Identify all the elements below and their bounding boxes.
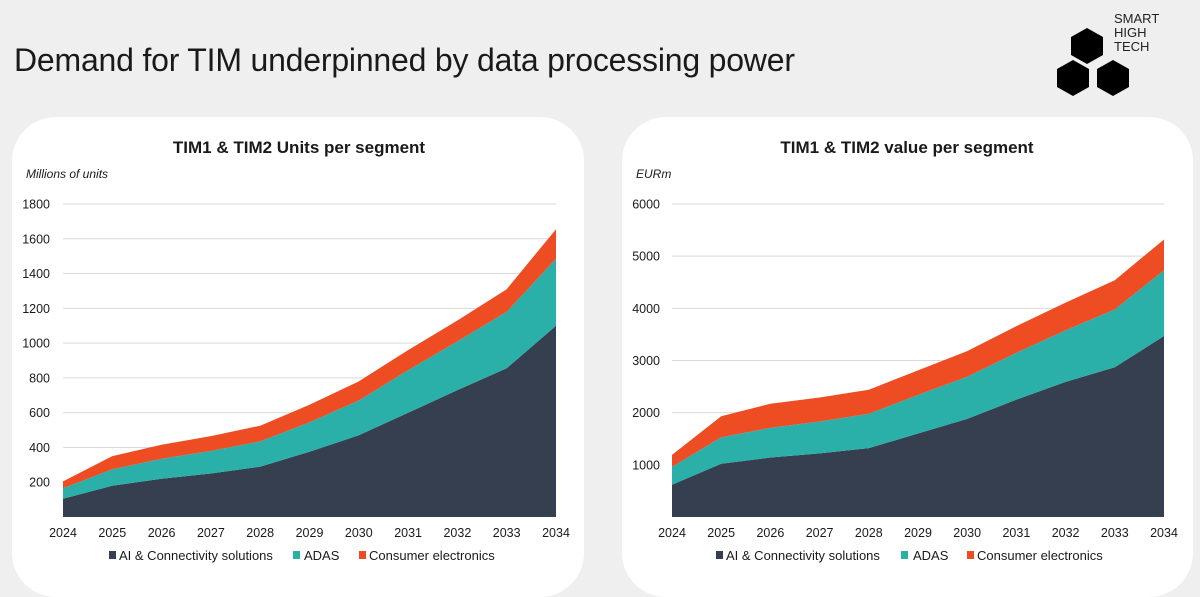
x-tick-label: 2033 xyxy=(1101,526,1129,540)
x-tick-label: 2028 xyxy=(855,526,883,540)
y-tick-label: 1400 xyxy=(22,267,50,281)
y-tick-label: 1000 xyxy=(632,458,660,472)
y-tick-label: 4000 xyxy=(632,302,660,316)
area-series-adas xyxy=(672,270,1164,485)
logo-text-line: SMART xyxy=(1114,11,1160,26)
y-tick-label: 3000 xyxy=(632,354,660,368)
smart-high-tech-logo xyxy=(1057,28,1129,96)
y-tick-label: 1800 xyxy=(22,198,50,212)
y-tick-label: 200 xyxy=(29,476,50,490)
x-tick-label: 2031 xyxy=(1002,526,1030,540)
x-tick-label: 2030 xyxy=(345,526,373,540)
x-tick-label: 2024 xyxy=(658,526,686,540)
y-tick-label: 800 xyxy=(29,371,50,385)
legend-swatch xyxy=(359,551,366,559)
chart-title: TIM1 & TIM2 value per segment xyxy=(780,138,1034,157)
area-series-ai-connectivity-solutions xyxy=(63,325,556,517)
y-tick-label: 1200 xyxy=(22,302,50,316)
legend-swatch xyxy=(716,551,723,559)
x-tick-label: 2030 xyxy=(953,526,981,540)
area-series-consumer-electronics xyxy=(63,229,556,489)
area-series-consumer-electronics xyxy=(672,239,1164,467)
x-tick-label: 2025 xyxy=(707,526,735,540)
logo-text-line: TECH xyxy=(1114,39,1150,54)
y-tick-label: 1000 xyxy=(22,337,50,351)
x-tick-label: 2031 xyxy=(394,526,422,540)
x-tick-label: 2032 xyxy=(1052,526,1080,540)
legend-label: Consumer electronics xyxy=(977,548,1103,563)
area-series-adas xyxy=(63,258,556,499)
x-tick-label: 2025 xyxy=(98,526,126,540)
legend-label: ADAS xyxy=(913,548,949,563)
logo-text-line: HIGH xyxy=(1114,25,1147,40)
x-tick-label: 2034 xyxy=(1150,526,1178,540)
y-axis-unit-label: EURm xyxy=(636,167,671,181)
x-tick-label: 2034 xyxy=(542,526,570,540)
x-tick-label: 2027 xyxy=(806,526,834,540)
x-tick-label: 2033 xyxy=(493,526,521,540)
units-chart-card: TIM1 & TIM2 Units per segment Millions of… xyxy=(12,117,584,597)
x-tick-label: 2026 xyxy=(756,526,784,540)
page-title: Demand for TIM underpinned by data proce… xyxy=(14,42,795,78)
area-series-ai-connectivity-solutions xyxy=(672,336,1164,517)
x-tick-label: 2028 xyxy=(246,526,274,540)
value-chart-card: TIM1 & TIM2 value per segment EURm 1000 200… xyxy=(622,117,1193,597)
legend-swatch xyxy=(967,551,974,559)
y-tick-label: 1600 xyxy=(22,232,50,246)
chart-title: TIM1 & TIM2 Units per segment xyxy=(173,138,426,157)
legend-label: AI & Connectivity solutions xyxy=(119,548,273,563)
y-tick-label: 2000 xyxy=(632,406,660,420)
x-tick-label: 2029 xyxy=(904,526,932,540)
value-chart: TIM1 & TIM2 value per segment EURm 1000 200… xyxy=(632,138,1178,563)
y-tick-label: 600 xyxy=(29,406,50,420)
logo-text: SMART HIGH TECH xyxy=(1114,12,1159,54)
y-tick-label: 400 xyxy=(29,441,50,455)
y-axis-unit-label: Millions of units xyxy=(26,167,108,181)
y-tick-label: 5000 xyxy=(632,250,660,264)
y-tick-label: 6000 xyxy=(632,198,660,212)
x-tick-label: 2027 xyxy=(197,526,225,540)
x-tick-label: 2026 xyxy=(148,526,176,540)
x-tick-label: 2029 xyxy=(296,526,324,540)
legend-label: Consumer electronics xyxy=(369,548,495,563)
x-tick-label: 2024 xyxy=(49,526,77,540)
legend-swatch xyxy=(293,551,300,559)
units-chart: TIM1 & TIM2 Units per segment Millions of… xyxy=(22,138,570,563)
legend-label: ADAS xyxy=(304,548,340,563)
legend-swatch xyxy=(901,551,908,559)
legend-swatch xyxy=(109,551,116,559)
legend-label: AI & Connectivity solutions xyxy=(726,548,880,563)
x-tick-label: 2032 xyxy=(443,526,471,540)
